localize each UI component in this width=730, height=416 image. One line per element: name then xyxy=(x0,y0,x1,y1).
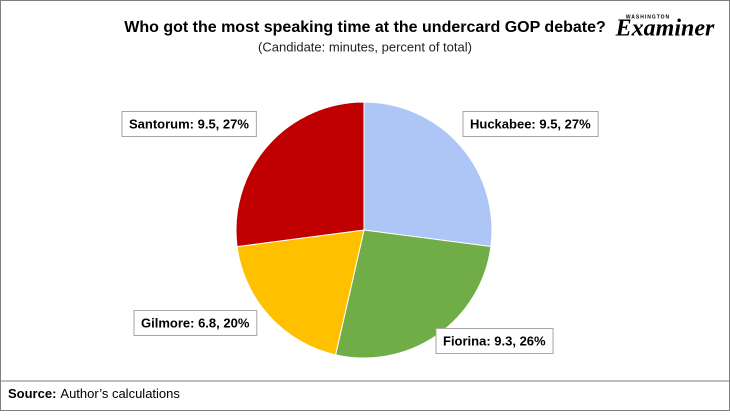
source: Source: Author’s calculations xyxy=(8,386,180,401)
chart-subtitle: (Candidate: minutes, percent of total) xyxy=(258,39,472,54)
source-label: Source: xyxy=(8,386,56,401)
data-label: Fiorina: 9.3, 26% xyxy=(443,333,546,348)
chart-title: Who got the most speaking time at the un… xyxy=(124,19,606,36)
data-label: Santorum: 9.5, 27% xyxy=(129,116,249,131)
data-label-box xyxy=(462,111,599,137)
pie-slice xyxy=(236,229,365,356)
data-label-box xyxy=(133,310,258,336)
pie-slice xyxy=(363,101,493,248)
pie: Huckabee: 9.5, 27% Fiorina: 9.3, 26% Gilmo… xyxy=(121,101,599,359)
data-label-box xyxy=(435,328,554,354)
data-label-box xyxy=(121,111,257,137)
data-label: Gilmore: 6.8, 20% xyxy=(141,315,250,330)
logo-top: WASHINGTON xyxy=(626,14,670,20)
source-text: Author’s calculations xyxy=(60,386,180,401)
data-label: Huckabee: 9.5, 27% xyxy=(470,116,591,131)
logo-name: Examiner xyxy=(615,16,715,42)
pie-slice xyxy=(235,101,365,248)
